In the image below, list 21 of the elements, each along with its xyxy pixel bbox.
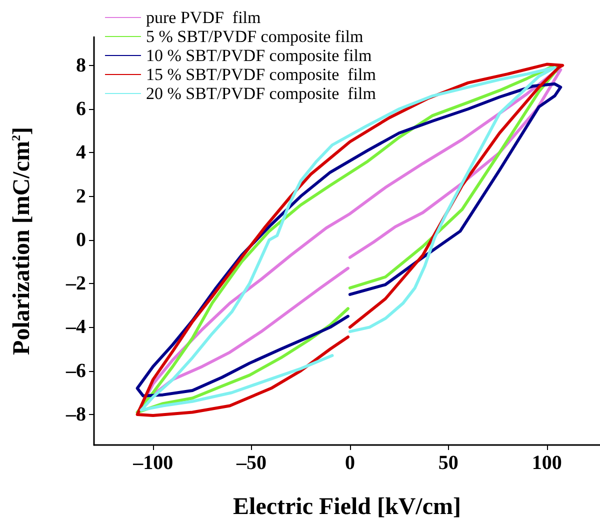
legend-label: 15 % SBT/PVDF composite film [146,65,376,84]
x-tick-label: –100 [132,452,174,474]
y-tick-label: 8 [76,54,86,76]
x-tick-label: –50 [236,452,267,474]
x-tick-label: 100 [532,452,562,474]
legend-label: 5 % SBT/PVDF composite film [146,27,364,46]
y-tick-label: 6 [76,98,86,120]
y-tick-label: 4 [76,142,86,164]
x-axis-title: Electric Field [kV/cm] [233,494,461,520]
y-tick-label: 0 [76,228,86,251]
x-tick-label: 50 [438,452,458,474]
legend-label: 10 % SBT/PVDF composite film [146,46,372,65]
y-tick-label: –4 [65,316,86,338]
y-tick-label: 2 [76,185,86,208]
y-axis-title: Polarization [mC/cm2] [9,127,35,355]
y-tick-label: –8 [65,403,86,426]
x-tick-label: 0 [344,452,355,474]
legend-label: 20 % SBT/PVDF composite film [146,84,376,103]
legend-label: pure PVDF film [146,8,261,27]
y-tick-label: –6 [65,360,86,382]
y-tick-label: –2 [65,272,86,295]
